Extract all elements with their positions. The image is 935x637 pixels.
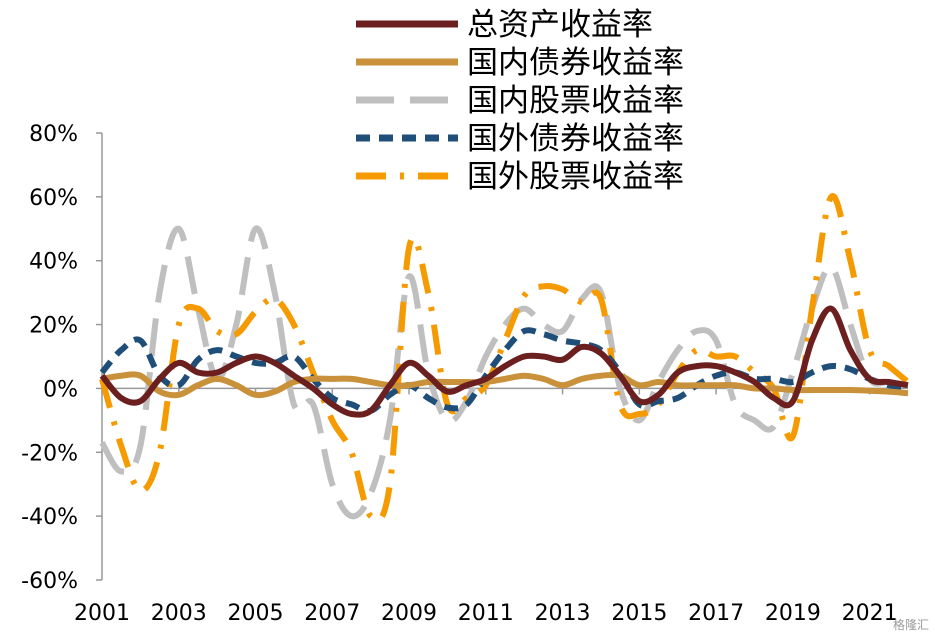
y-tick-label: 0%: [43, 377, 78, 402]
series-line-4: [99, 327, 909, 415]
chart-axes: 80% 60% 40% 20% 0% -20% -40% -60% 2001 2003 2005 20…: [21, 122, 908, 626]
x-tick-label: 2017: [688, 601, 744, 626]
series-line-1: [99, 305, 909, 418]
legend-label: 国外债券收益率: [467, 121, 684, 157]
series-layer: [99, 193, 910, 524]
y-tick-label: 40%: [29, 250, 78, 275]
legend-label: 国内股票收益率: [467, 83, 684, 119]
watermark-text: 格隆汇: [892, 618, 929, 632]
legend-label: 国内债券收益率: [467, 45, 684, 81]
x-tick-label: 2003: [151, 601, 207, 626]
x-tick-label: 2011: [458, 601, 514, 626]
y-tick-label: 60%: [29, 186, 78, 211]
x-tick-label: 2001: [74, 601, 130, 626]
y-tick-label: -60%: [21, 569, 78, 594]
series-line-5: [99, 193, 910, 524]
y-tick-label: -40%: [21, 505, 78, 530]
series-line-3: [99, 225, 909, 520]
x-tick-label: 2015: [611, 601, 667, 626]
x-tick-label: 2021: [842, 601, 898, 626]
x-tick-label: 2007: [304, 601, 360, 626]
x-tick-label: 2009: [381, 601, 437, 626]
y-tick-label: -20%: [21, 441, 78, 466]
x-tick-label: 2005: [228, 601, 284, 626]
x-tick-label: 2013: [535, 601, 591, 626]
y-tick-label: 20%: [29, 314, 78, 339]
legend-label: 总资产收益率: [467, 7, 653, 43]
legend-label: 国外股票收益率: [467, 159, 684, 195]
series-line-2: [101, 371, 909, 399]
x-tick-label: 2019: [765, 601, 821, 626]
y-tick-label: 80%: [29, 122, 78, 147]
